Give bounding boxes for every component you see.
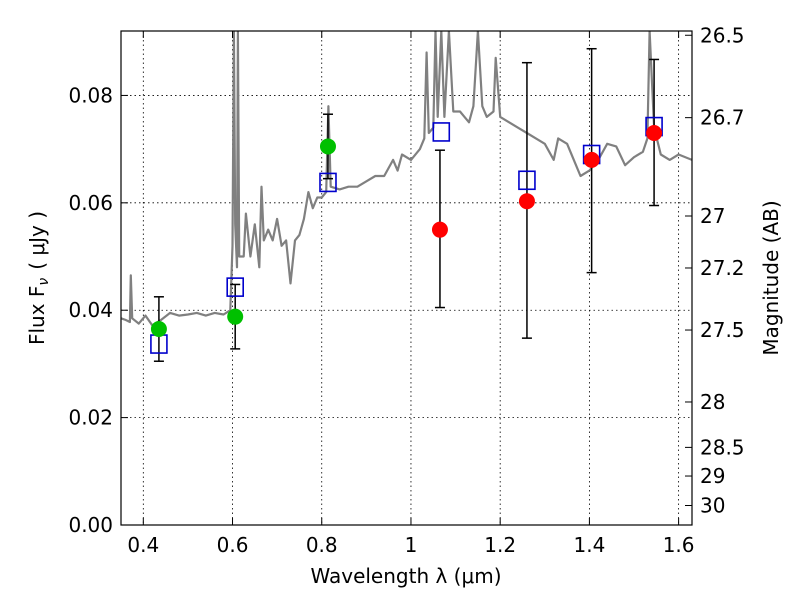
y2-tick-label: 26.5 (700, 23, 745, 47)
x-axis-label: Wavelength λ (μm) (310, 564, 501, 588)
x-axis-ticks: 0.4 0.6 0.8 1 1.2 1.4 1.6 (127, 31, 695, 557)
y2-axis-label: Magnitude (AB) (759, 200, 783, 355)
x-tick-label: 1.6 (663, 533, 695, 557)
y-tick-label: 0.04 (68, 298, 113, 322)
model-photometry-marker (226, 277, 244, 297)
observed-flux-marker (646, 125, 663, 142)
y2-tick-label: 27.2 (700, 256, 745, 280)
x-tick-label: 1.2 (484, 533, 516, 557)
observed-flux-marker (518, 193, 535, 210)
x-tick-label: 0.6 (217, 533, 249, 557)
observed-flux-marker (319, 138, 336, 155)
y-axis-label-unit: ( μJy ) (25, 211, 49, 270)
y-tick-label: 0.06 (68, 191, 113, 215)
y2-tick-label: 28.5 (700, 435, 745, 459)
y2-axis-ticks: 26.5 26.7 27 27.2 27.5 28 28.5 29 30 (685, 23, 745, 518)
y-tick-label: 0.02 (68, 406, 113, 430)
y2-tick-label: 26.7 (700, 106, 745, 130)
observed-flux-marker (583, 151, 600, 168)
y-axis-label: Flux Fν ( μJy ) (25, 211, 52, 345)
observed-flux-marker (227, 308, 244, 325)
spectrum-line (121, 31, 692, 327)
x-tick-label: 0.4 (127, 533, 159, 557)
x-tick-label: 1.4 (573, 533, 605, 557)
y2-tick-label: 29 (700, 464, 725, 488)
observed-flux-marker (150, 321, 167, 338)
x-tick-label: 1 (405, 533, 418, 557)
y2-tick-label: 28 (700, 390, 725, 414)
model-photometry-marker (319, 172, 337, 193)
y-tick-label: 0.08 (68, 83, 113, 107)
y2-tick-label: 30 (700, 494, 725, 518)
y2-tick-label: 27.5 (700, 318, 745, 342)
model-spectrum (121, 31, 692, 327)
data-points (150, 116, 663, 354)
y-axis-label-sub: ν (36, 278, 52, 286)
y-axis-ticks: 0.00 0.02 0.04 0.06 0.08 (68, 83, 128, 537)
y2-tick-label: 27 (700, 204, 725, 228)
y-axis-label-main: Flux F (25, 286, 49, 345)
observed-flux-marker (431, 221, 448, 238)
plot-frame (120, 30, 693, 526)
x-tick-label: 0.8 (306, 533, 338, 557)
model-photometry-marker (518, 170, 536, 191)
y-tick-label: 0.00 (68, 513, 113, 537)
model-photometry-marker (432, 122, 451, 142)
